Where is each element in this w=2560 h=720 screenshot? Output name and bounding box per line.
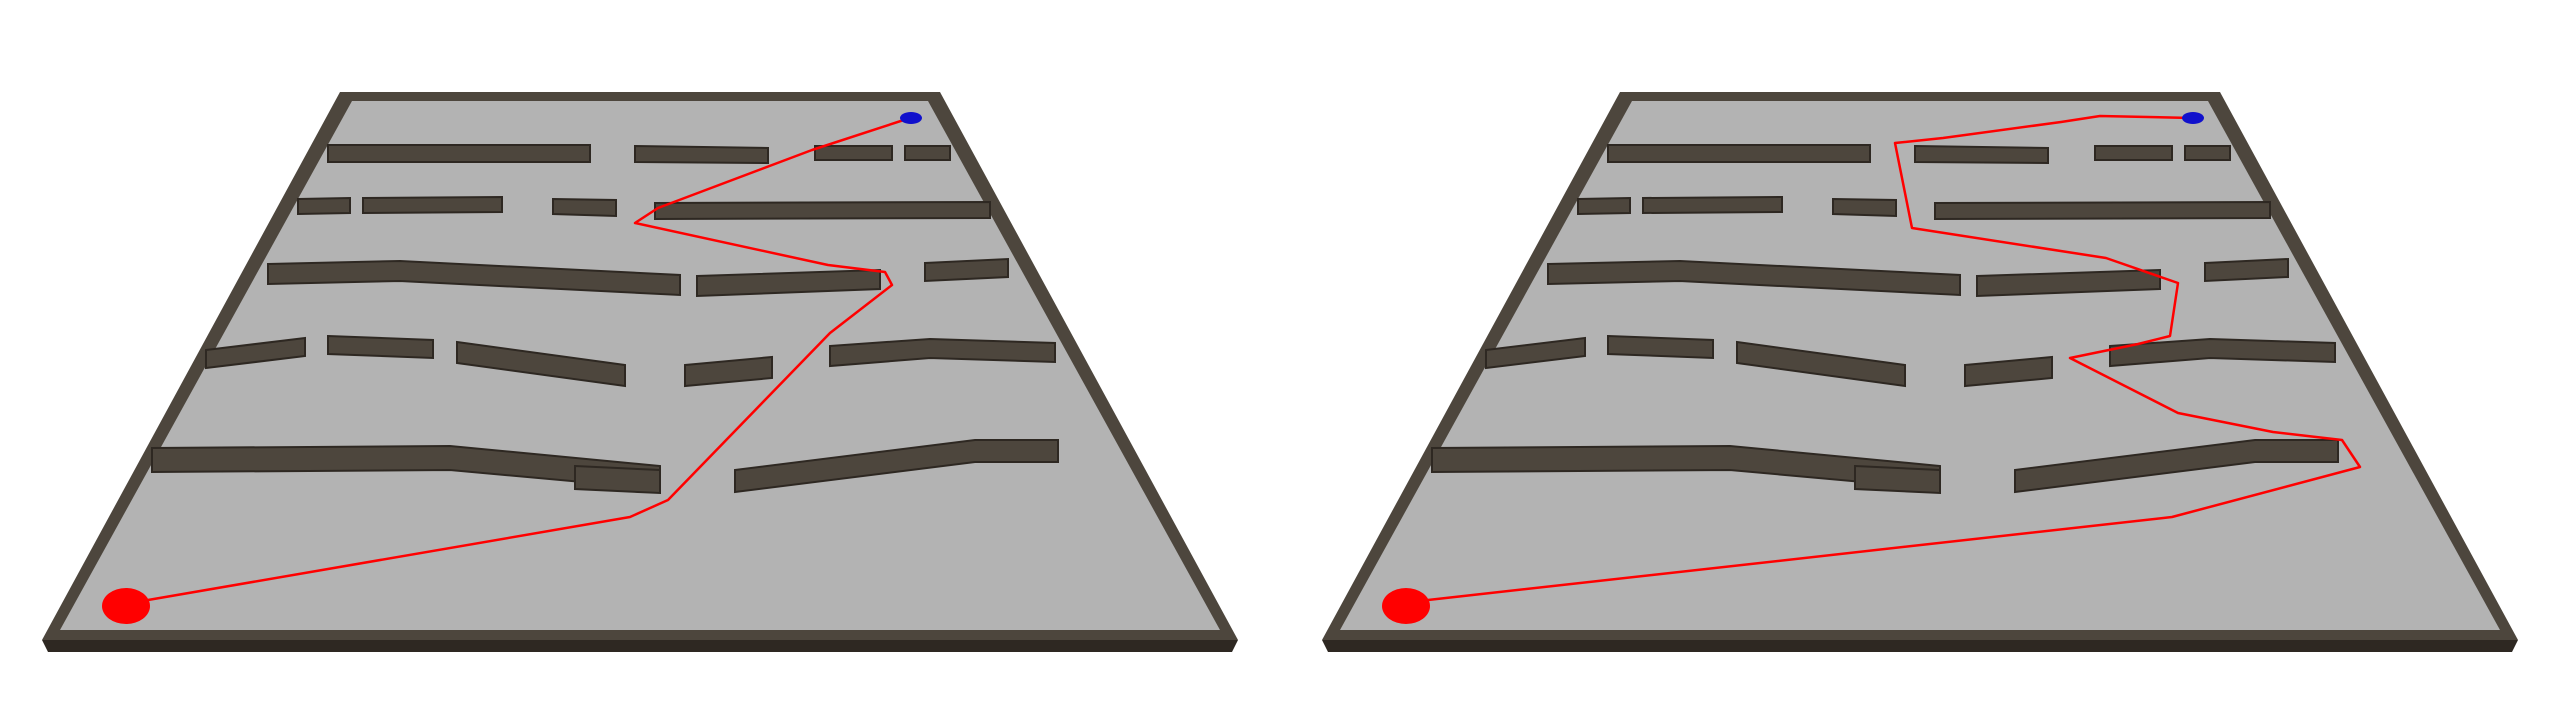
wall-segment xyxy=(1964,355,2053,388)
wall-segment xyxy=(2014,439,2339,494)
wall-segment xyxy=(574,464,661,495)
wall-segment xyxy=(696,268,881,298)
start-marker xyxy=(1382,588,1430,624)
wall-segment xyxy=(297,196,351,216)
solution-path-route xyxy=(1427,114,2362,602)
start-marker xyxy=(102,588,150,624)
wall-segment xyxy=(654,200,991,221)
wall-segment xyxy=(924,257,1009,283)
maze-view-right xyxy=(1322,92,2518,652)
wall-segment xyxy=(684,355,773,388)
solution-path xyxy=(147,116,911,602)
wall-segment xyxy=(904,145,951,161)
wall-segment xyxy=(2204,257,2289,283)
maze-floor xyxy=(1340,101,2500,630)
wall-segment xyxy=(734,439,1059,494)
maze-walls xyxy=(1431,144,2339,495)
wall-segment xyxy=(362,195,503,215)
maze-outer-border-front xyxy=(1322,640,2518,652)
wall-segment xyxy=(267,259,681,297)
goal-marker xyxy=(2182,112,2204,124)
wall-segment xyxy=(1832,197,1897,218)
wall-segment xyxy=(456,340,626,388)
wall-segment xyxy=(1607,144,1871,163)
wall-segment xyxy=(1914,144,2049,165)
wall-segment xyxy=(2184,145,2231,161)
wall-segment xyxy=(1642,195,1783,215)
wall-segment xyxy=(1607,334,1714,360)
wall-segment xyxy=(1547,259,1961,297)
maze-outer-border-front xyxy=(42,640,1238,652)
maze-view-left xyxy=(42,92,1238,652)
wall-segment xyxy=(2109,337,2336,368)
wall-segment xyxy=(327,334,434,360)
wall-segment xyxy=(552,197,617,218)
wall-segment xyxy=(2094,145,2173,161)
maze-floor xyxy=(60,101,1220,630)
wall-segment xyxy=(1934,200,2271,221)
wall-segment xyxy=(1736,340,1906,388)
wall-segment xyxy=(1854,464,1941,495)
wall-segment xyxy=(1976,268,2161,298)
wall-segment xyxy=(1485,336,1586,370)
goal-marker xyxy=(900,112,922,124)
wall-segment xyxy=(829,337,1056,368)
maze-walls xyxy=(151,144,1059,495)
wall-segment xyxy=(327,144,591,163)
wall-segment xyxy=(205,336,306,370)
wall-segment xyxy=(1577,196,1631,216)
wall-segment xyxy=(634,144,769,165)
wall-segment xyxy=(814,145,893,161)
